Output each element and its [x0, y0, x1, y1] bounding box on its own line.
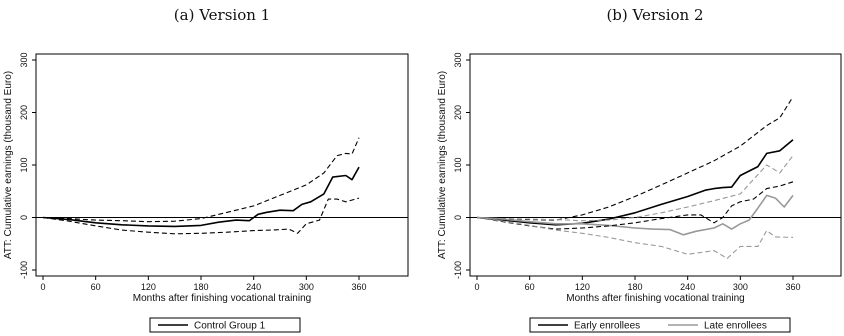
- legend-label: Early enrollees: [574, 321, 640, 332]
- y-tick-label: 100: [453, 157, 463, 172]
- chart-panel-2: (b) Version 2 0 60 120 180 240 300 360 -100 0 100 2…: [437, 6, 842, 333]
- series-line-control-group-1: [42, 166, 360, 228]
- x-tick-label: 60: [525, 282, 535, 292]
- y-tick-label: -100: [453, 261, 463, 279]
- y-axis-label: ATT: Cumulative earnings (thousand Euro): [437, 71, 448, 259]
- x-axis-label: Months after finishing vocational traini…: [566, 293, 744, 304]
- y-tick-label: 0: [19, 215, 29, 220]
- x-tick-label: 60: [91, 282, 101, 292]
- ci-bound-line-3: [42, 197, 360, 235]
- y-tick-label: 200: [19, 105, 29, 120]
- series-line-late-enrollees: [476, 194, 794, 236]
- x-tick-label: 180: [627, 282, 642, 292]
- x-tick-label: 240: [246, 282, 261, 292]
- chart-panel-1: (a) Version 1 0 60 120 180 240 300 360 -100 0 100 2…: [3, 6, 409, 333]
- legend: Early enrollees Late enrollees: [529, 317, 791, 333]
- legend: Control Group 1: [149, 317, 301, 333]
- legend-label: Late enrollees: [704, 321, 767, 332]
- y-tick-label: 300: [453, 52, 463, 67]
- plot-frame: [35, 53, 409, 277]
- x-tick-label: 360: [785, 282, 800, 292]
- x-tick-label: 300: [299, 282, 314, 292]
- ci-bound-line-5: [476, 155, 794, 222]
- x-tick-label: 360: [351, 282, 366, 292]
- legend-box: [529, 317, 791, 333]
- x-tick-label: 240: [680, 282, 695, 292]
- ci-bound-line-4: [476, 181, 794, 230]
- x-tick-label: 0: [474, 282, 479, 292]
- x-tick-label: 180: [193, 282, 208, 292]
- series-line-early-enrollees: [476, 139, 794, 226]
- y-tick-label: 200: [453, 105, 463, 120]
- y-tick-label: 0: [453, 215, 463, 220]
- chart-title: (b) Version 2: [606, 6, 703, 24]
- x-axis-label: Months after finishing vocational traini…: [133, 293, 311, 304]
- y-tick-label: -100: [19, 261, 29, 279]
- y-axis-label: ATT: Cumulative earnings (thousand Euro): [3, 71, 14, 259]
- legend-label: Control Group 1: [194, 321, 266, 332]
- ci-bound-line-6: [476, 216, 794, 259]
- x-tick-label: 120: [141, 282, 156, 292]
- x-tick-label: 120: [575, 282, 590, 292]
- ci-bound-line-3: [476, 96, 794, 221]
- legend-box: [149, 317, 301, 333]
- x-tick-label: 300: [733, 282, 748, 292]
- y-tick-label: 300: [19, 52, 29, 67]
- x-tick-label: 0: [40, 282, 45, 292]
- chart-title: (a) Version 1: [174, 6, 270, 24]
- y-tick-label: 100: [19, 157, 29, 172]
- ci-bound-line-2: [42, 137, 360, 223]
